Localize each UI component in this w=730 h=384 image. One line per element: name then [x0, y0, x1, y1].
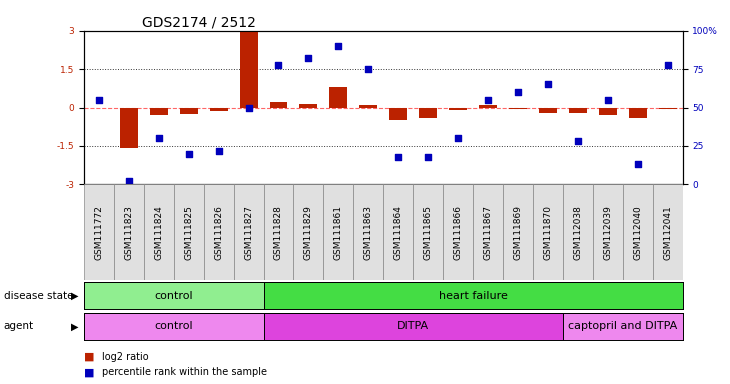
Bar — [269, 103, 288, 108]
Bar — [658, 108, 677, 109]
Text: heart failure: heart failure — [439, 291, 507, 301]
Point — [242, 104, 255, 111]
Text: GSM112041: GSM112041 — [663, 205, 672, 260]
Bar — [329, 87, 347, 108]
Bar — [419, 108, 437, 118]
Point — [662, 61, 674, 68]
Text: GSM111863: GSM111863 — [364, 205, 373, 260]
Text: agent: agent — [4, 321, 34, 331]
Bar — [144, 184, 174, 280]
Text: ▶: ▶ — [72, 291, 79, 301]
Text: GSM111864: GSM111864 — [393, 205, 403, 260]
Text: disease state: disease state — [4, 291, 73, 301]
Point — [512, 89, 524, 95]
Text: GSM111867: GSM111867 — [483, 205, 493, 260]
Text: ▶: ▶ — [72, 321, 79, 331]
Text: GSM111827: GSM111827 — [244, 205, 253, 260]
Bar — [389, 108, 407, 120]
Bar — [210, 108, 228, 111]
Bar — [509, 108, 527, 109]
Text: ■: ■ — [84, 352, 94, 362]
Bar — [563, 184, 593, 280]
Bar — [653, 184, 683, 280]
Bar — [563, 313, 683, 340]
Text: GSM111870: GSM111870 — [543, 205, 553, 260]
Point — [273, 61, 285, 68]
Bar — [293, 184, 323, 280]
Text: GSM111823: GSM111823 — [124, 205, 134, 260]
Bar — [264, 313, 563, 340]
Text: DITPA: DITPA — [397, 321, 429, 331]
Point — [363, 66, 374, 72]
Point — [422, 154, 434, 160]
Text: captopril and DITPA: captopril and DITPA — [568, 321, 677, 331]
Point — [153, 135, 165, 141]
Text: GSM111861: GSM111861 — [334, 205, 343, 260]
Point — [542, 81, 554, 88]
Point — [182, 151, 194, 157]
Bar — [114, 184, 144, 280]
Bar — [569, 108, 587, 113]
Bar — [383, 184, 413, 280]
Text: GSM111826: GSM111826 — [214, 205, 223, 260]
Bar — [150, 108, 168, 115]
Point — [483, 97, 494, 103]
Bar — [353, 184, 383, 280]
Bar — [443, 184, 473, 280]
Point — [213, 147, 225, 154]
Bar — [533, 184, 563, 280]
Point — [602, 97, 613, 103]
Point — [303, 55, 315, 61]
Bar — [599, 108, 617, 115]
Text: GSM111828: GSM111828 — [274, 205, 283, 260]
Text: GSM111772: GSM111772 — [94, 205, 104, 260]
Bar — [323, 184, 353, 280]
Bar — [629, 108, 647, 118]
Bar — [174, 184, 204, 280]
Bar — [449, 108, 467, 110]
Bar — [234, 184, 264, 280]
Text: GSM111869: GSM111869 — [513, 205, 523, 260]
Point — [333, 43, 345, 49]
Bar — [264, 282, 683, 309]
Text: GSM111865: GSM111865 — [423, 205, 433, 260]
Bar — [84, 184, 114, 280]
Text: GSM111824: GSM111824 — [154, 205, 164, 260]
Text: ■: ■ — [84, 367, 94, 377]
Bar — [623, 184, 653, 280]
Bar — [593, 184, 623, 280]
Point — [393, 154, 404, 160]
Bar — [473, 184, 503, 280]
Point — [93, 97, 105, 103]
Bar — [479, 105, 497, 108]
Point — [453, 135, 464, 141]
Bar — [503, 184, 533, 280]
Text: GSM112038: GSM112038 — [573, 205, 583, 260]
Bar — [84, 282, 264, 309]
Point — [572, 138, 584, 144]
Point — [123, 178, 134, 184]
Text: log2 ratio: log2 ratio — [102, 352, 149, 362]
Text: GSM111829: GSM111829 — [304, 205, 313, 260]
Bar — [84, 313, 264, 340]
Text: control: control — [155, 291, 193, 301]
Bar — [359, 105, 377, 108]
Bar — [180, 108, 198, 114]
Text: control: control — [155, 321, 193, 331]
Bar — [413, 184, 443, 280]
Text: GSM111825: GSM111825 — [184, 205, 193, 260]
Bar — [264, 184, 293, 280]
Text: GSM111866: GSM111866 — [453, 205, 463, 260]
Text: percentile rank within the sample: percentile rank within the sample — [102, 367, 267, 377]
Text: GSM112039: GSM112039 — [603, 205, 612, 260]
Bar — [299, 104, 318, 108]
Bar — [539, 108, 557, 113]
Bar — [204, 184, 234, 280]
Text: GDS2174 / 2512: GDS2174 / 2512 — [142, 15, 256, 29]
Text: GSM112040: GSM112040 — [633, 205, 642, 260]
Bar — [120, 108, 138, 149]
Point — [631, 161, 644, 167]
Bar — [239, 31, 258, 108]
